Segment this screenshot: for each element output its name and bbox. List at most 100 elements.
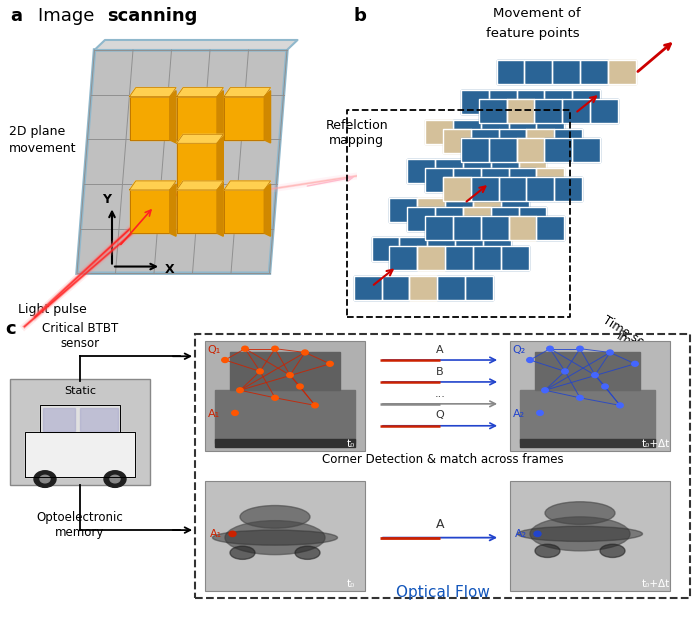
Polygon shape [483,237,511,261]
Text: A₂: A₂ [515,529,527,539]
Text: t₀+Δt: t₀+Δt [642,579,670,589]
Circle shape [232,410,238,415]
Polygon shape [608,60,636,84]
FancyBboxPatch shape [205,481,365,590]
Polygon shape [445,198,473,222]
FancyBboxPatch shape [10,379,150,485]
Polygon shape [519,207,547,231]
Text: Static: Static [64,386,96,397]
Polygon shape [372,237,400,261]
FancyBboxPatch shape [510,481,670,590]
Polygon shape [382,276,409,300]
Text: images: images [615,330,658,363]
Text: Q₂: Q₂ [512,345,526,355]
Polygon shape [453,168,481,192]
Polygon shape [427,237,455,261]
Text: t₀: t₀ [346,439,355,449]
Polygon shape [545,90,572,114]
Polygon shape [354,276,382,300]
Polygon shape [489,90,517,114]
Text: Critical BTBT
sensor: Critical BTBT sensor [42,322,118,350]
Ellipse shape [600,544,625,558]
Text: A: A [435,518,444,531]
Polygon shape [545,138,572,162]
Polygon shape [479,99,507,123]
Circle shape [40,475,50,483]
Circle shape [237,388,244,392]
Polygon shape [215,391,355,443]
Ellipse shape [530,517,630,551]
Polygon shape [498,129,526,153]
Text: X: X [164,263,174,276]
Circle shape [272,346,279,351]
Polygon shape [425,120,453,144]
Polygon shape [580,60,608,84]
Polygon shape [517,138,545,162]
Circle shape [327,362,333,366]
Polygon shape [169,91,176,143]
Ellipse shape [295,546,320,560]
Polygon shape [481,216,509,240]
Polygon shape [509,216,536,240]
Polygon shape [455,237,483,261]
Polygon shape [130,97,169,140]
Text: Movement of: Movement of [493,7,580,20]
Polygon shape [461,138,489,162]
Text: A₁: A₁ [210,529,222,539]
Polygon shape [526,177,554,201]
Polygon shape [491,207,519,231]
Text: Image: Image [38,7,101,25]
Polygon shape [217,184,223,236]
Circle shape [577,395,583,400]
Circle shape [607,350,613,355]
Polygon shape [169,184,176,236]
Polygon shape [463,159,491,183]
Circle shape [110,475,120,483]
Polygon shape [453,120,481,144]
Polygon shape [407,159,435,183]
Polygon shape [572,138,600,162]
Circle shape [542,388,548,392]
Polygon shape [509,120,536,144]
Polygon shape [554,129,582,153]
Polygon shape [176,190,217,233]
Polygon shape [526,129,554,153]
Polygon shape [80,408,118,431]
Polygon shape [25,432,135,477]
Text: Q: Q [435,410,444,421]
Polygon shape [130,181,176,190]
Polygon shape [224,97,265,140]
Text: Y: Y [102,193,111,206]
Polygon shape [435,207,463,231]
Circle shape [617,403,623,408]
Polygon shape [534,99,562,123]
Polygon shape [425,216,453,240]
Polygon shape [536,168,564,192]
Circle shape [222,358,228,362]
Polygon shape [507,99,534,123]
Polygon shape [130,88,176,97]
Circle shape [537,410,543,415]
Ellipse shape [545,502,615,524]
Polygon shape [453,216,481,240]
Text: Optoelectronic
memory: Optoelectronic memory [36,511,123,539]
Polygon shape [473,246,500,270]
Text: b: b [354,7,367,25]
Polygon shape [176,143,217,186]
Polygon shape [590,99,618,123]
Polygon shape [500,246,528,270]
Polygon shape [445,246,473,270]
Polygon shape [471,129,498,153]
Polygon shape [176,97,217,140]
Text: t₀+Δt: t₀+Δt [642,439,670,449]
Circle shape [577,346,583,351]
Polygon shape [425,168,453,192]
Polygon shape [224,88,270,97]
Circle shape [302,350,308,355]
Polygon shape [536,216,564,240]
Ellipse shape [225,521,325,555]
Polygon shape [562,99,590,123]
Ellipse shape [213,530,337,545]
Polygon shape [481,120,509,144]
Circle shape [287,373,293,378]
